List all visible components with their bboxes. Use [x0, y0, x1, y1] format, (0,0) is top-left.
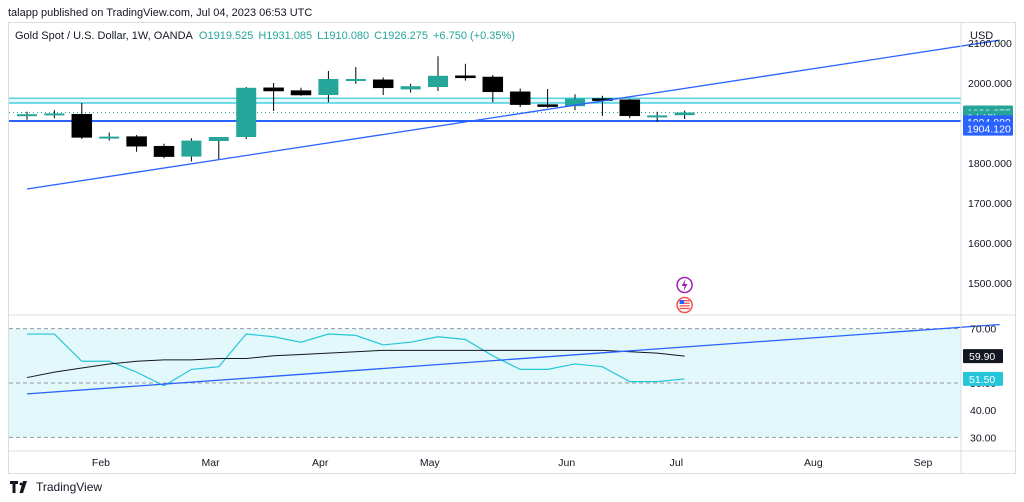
time-axis-label: Apr: [312, 457, 329, 469]
candle-body: [537, 104, 558, 107]
oscillator-trendline: [26, 323, 1000, 395]
us-flag-icon-stripe: [679, 300, 690, 302]
oscillator-tick-label: 40.00: [970, 405, 996, 417]
oscillator-pane: [9, 323, 1000, 438]
footer-brand[interactable]: TradingView: [10, 478, 102, 496]
chart-svg[interactable]: 1500.0001600.0001700.0001800.0001900.000…: [9, 23, 1015, 473]
candle-body: [208, 137, 229, 141]
oscillator-label-text: 59.90: [969, 351, 995, 363]
candle-body: [372, 79, 394, 89]
candle-body: [71, 113, 93, 138]
lightning-icon: [676, 276, 693, 294]
candle-body: [263, 87, 284, 92]
ohlc-low: L1910.080: [317, 30, 369, 42]
publisher-line: talapp published on TradingView.com, Jul…: [8, 7, 313, 19]
candle-body: [44, 113, 65, 116]
candle-body: [290, 90, 312, 96]
candle-body: [428, 75, 448, 87]
price-tick-label: 1500.000: [968, 278, 1012, 290]
oscillator-label-box: [963, 371, 1003, 386]
currency-label: USD: [970, 30, 993, 42]
price-tick-label: 1600.000: [968, 238, 1012, 250]
price-tick-label: 2000.000: [968, 78, 1012, 90]
candle-body: [647, 115, 668, 118]
price-pane: [9, 39, 1000, 314]
price-label-box: [963, 121, 1013, 136]
time-axis-label: Jul: [670, 457, 683, 469]
price-trendline: [26, 39, 1000, 190]
chart-legend: Gold Spot / U.S. Dollar, 1W, OANDA O1919…: [15, 30, 515, 42]
candle-body: [126, 136, 147, 147]
candle-body: [99, 136, 120, 139]
time-axis-label: Aug: [804, 457, 823, 469]
time-axis-label: May: [420, 457, 441, 469]
candle-body: [674, 112, 695, 116]
us-flag-icon-ring: [676, 296, 693, 314]
price-label-text: 1904.120: [967, 124, 1011, 136]
candle-body: [17, 114, 37, 117]
chart-title: Gold Spot / U.S. Dollar, 1W, OANDA: [15, 30, 194, 42]
time-axis-label: Mar: [202, 457, 221, 469]
candle-body: [482, 76, 504, 93]
candle-body: [400, 86, 421, 90]
us-flag-icon-stripe: [679, 302, 690, 304]
ohlc-high: H1931.085: [258, 30, 312, 42]
oscillator-label-text: 51.50: [969, 374, 995, 386]
axes: 1500.0001600.0001700.0001800.0001900.000…: [9, 23, 1015, 473]
lightning-icon-bolt: [681, 279, 688, 291]
price-tick-label: 1800.000: [968, 158, 1012, 170]
candle-body: [236, 87, 257, 137]
candle-body: [181, 140, 202, 157]
ohlc-change: +6.750 (+0.35%): [433, 30, 515, 42]
ohlc-close: C1926.275: [374, 30, 428, 42]
oscillator-tick-label: 70.00: [970, 324, 996, 336]
price-tick-label: 2100.000: [968, 38, 1012, 50]
time-axis-label: Sep: [914, 457, 933, 469]
us-flag-icon-stripe: [679, 307, 690, 310]
tradingview-logo-icon: [10, 481, 27, 493]
price-tick-label: 1700.000: [968, 198, 1012, 210]
candle-body: [345, 79, 366, 81]
ohlc-open: O1919.525: [199, 30, 253, 42]
footer-brand-text: TradingView: [36, 480, 103, 494]
us-flag-icon-stripe: [679, 305, 690, 307]
resistance-zone: [9, 98, 961, 103]
candle-body: [509, 91, 531, 105]
candle-body: [565, 98, 585, 107]
candle-body: [318, 79, 339, 95]
candle-body: [619, 99, 641, 117]
oscillator-tick-label: 30.00: [970, 432, 996, 444]
rsi-line: [27, 333, 685, 387]
chart-container[interactable]: 1500.0001600.0001700.0001800.0001900.000…: [8, 22, 1016, 474]
candle-body: [153, 145, 175, 157]
oscillator-label-box: [963, 349, 1003, 364]
us-flag-icon-canton: [679, 300, 685, 304]
time-axis-label: Jun: [558, 457, 575, 469]
us-flag-icon: [676, 296, 693, 314]
candle-body: [455, 75, 476, 79]
rsi-ma-line: [26, 349, 685, 379]
time-axis-label: Feb: [92, 457, 110, 469]
